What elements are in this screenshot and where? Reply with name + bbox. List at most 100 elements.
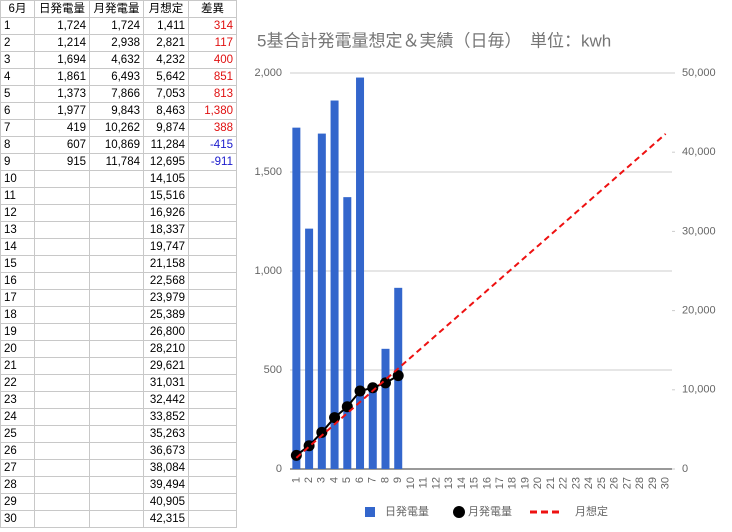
cell[interactable]: -415 [188, 136, 237, 154]
cell[interactable] [34, 357, 90, 375]
cell[interactable] [89, 170, 144, 188]
cell[interactable] [188, 204, 237, 222]
cell[interactable]: 6,493 [89, 68, 144, 86]
cell[interactable] [188, 306, 237, 324]
cell[interactable]: 6 [0, 102, 35, 120]
cell[interactable]: 40,905 [143, 493, 189, 511]
cell[interactable]: 42,315 [143, 510, 189, 528]
cell[interactable]: 419 [34, 119, 90, 137]
cell[interactable]: -911 [188, 153, 237, 171]
cell[interactable]: 2,821 [143, 34, 189, 52]
cell[interactable]: 差異 [188, 0, 237, 18]
cell[interactable]: 38,084 [143, 459, 189, 477]
cell[interactable] [89, 442, 144, 460]
cell[interactable]: 23 [0, 391, 35, 409]
cell[interactable]: 915 [34, 153, 90, 171]
cell[interactable]: 18 [0, 306, 35, 324]
cell[interactable]: 16,926 [143, 204, 189, 222]
cell[interactable] [188, 493, 237, 511]
cell[interactable]: 28,210 [143, 340, 189, 358]
cell[interactable] [34, 306, 90, 324]
cell[interactable] [34, 289, 90, 307]
cell[interactable]: 1,724 [34, 17, 90, 35]
cell[interactable] [89, 357, 144, 375]
cell[interactable]: 607 [34, 136, 90, 154]
cell[interactable] [188, 459, 237, 477]
cell[interactable] [188, 221, 237, 239]
cell[interactable] [34, 442, 90, 460]
cell[interactable]: 25,389 [143, 306, 189, 324]
cell[interactable] [89, 289, 144, 307]
cell[interactable] [34, 204, 90, 222]
cell[interactable]: 10,869 [89, 136, 144, 154]
cell[interactable]: 6月 [0, 0, 35, 18]
cell[interactable] [34, 238, 90, 256]
cell[interactable]: 39,494 [143, 476, 189, 494]
cell[interactable]: 5 [0, 85, 35, 103]
cell[interactable]: 16 [0, 272, 35, 290]
cell[interactable]: 12,695 [143, 153, 189, 171]
cell[interactable]: 30 [0, 510, 35, 528]
cell[interactable]: 14,105 [143, 170, 189, 188]
cell[interactable] [34, 493, 90, 511]
cell[interactable]: 388 [188, 119, 237, 137]
cell[interactable]: 20 [0, 340, 35, 358]
cell[interactable] [89, 408, 144, 426]
cell[interactable]: 22 [0, 374, 35, 392]
cell[interactable]: 7,866 [89, 85, 144, 103]
cell[interactable]: 日発電量 [34, 0, 90, 18]
cell[interactable]: 19 [0, 323, 35, 341]
cell[interactable]: 18,337 [143, 221, 189, 239]
cell[interactable]: 1,977 [34, 102, 90, 120]
cell[interactable] [89, 323, 144, 341]
cell[interactable]: 400 [188, 51, 237, 69]
cell[interactable]: 36,673 [143, 442, 189, 460]
cell[interactable] [188, 425, 237, 443]
cell[interactable] [34, 187, 90, 205]
cell[interactable] [188, 510, 237, 528]
cell[interactable] [89, 340, 144, 358]
cell[interactable]: 1,861 [34, 68, 90, 86]
cell[interactable]: 1,724 [89, 17, 144, 35]
cell[interactable]: 1,214 [34, 34, 90, 52]
cell[interactable] [188, 187, 237, 205]
cell[interactable] [188, 442, 237, 460]
cell[interactable] [34, 272, 90, 290]
cell[interactable]: 17 [0, 289, 35, 307]
cell[interactable]: 3 [0, 51, 35, 69]
cell[interactable]: 15,516 [143, 187, 189, 205]
cell[interactable] [34, 391, 90, 409]
cell[interactable]: 1,373 [34, 85, 90, 103]
cell[interactable]: 10 [0, 170, 35, 188]
cell[interactable] [89, 221, 144, 239]
cell[interactable]: 1,694 [34, 51, 90, 69]
cell[interactable] [89, 476, 144, 494]
cell[interactable]: 15 [0, 255, 35, 273]
cell[interactable] [34, 340, 90, 358]
cell[interactable]: 19,747 [143, 238, 189, 256]
cell[interactable]: 26,800 [143, 323, 189, 341]
cell[interactable] [188, 289, 237, 307]
cell[interactable] [34, 476, 90, 494]
cell[interactable]: 21 [0, 357, 35, 375]
cell[interactable]: 314 [188, 17, 237, 35]
cell[interactable]: 4 [0, 68, 35, 86]
cell[interactable] [188, 272, 237, 290]
cell[interactable]: 813 [188, 85, 237, 103]
cell[interactable] [188, 340, 237, 358]
cell[interactable]: 1,380 [188, 102, 237, 120]
cell[interactable]: 28 [0, 476, 35, 494]
cell[interactable] [188, 255, 237, 273]
cell[interactable]: 117 [188, 34, 237, 52]
cell[interactable] [34, 374, 90, 392]
cell[interactable]: 33,852 [143, 408, 189, 426]
cell[interactable]: 35,263 [143, 425, 189, 443]
cell[interactable]: 11,784 [89, 153, 144, 171]
cell[interactable] [188, 170, 237, 188]
cell[interactable] [89, 187, 144, 205]
cell[interactable]: 32,442 [143, 391, 189, 409]
cell[interactable]: 12 [0, 204, 35, 222]
cell[interactable] [34, 255, 90, 273]
cell[interactable] [89, 425, 144, 443]
cell[interactable]: 11,284 [143, 136, 189, 154]
